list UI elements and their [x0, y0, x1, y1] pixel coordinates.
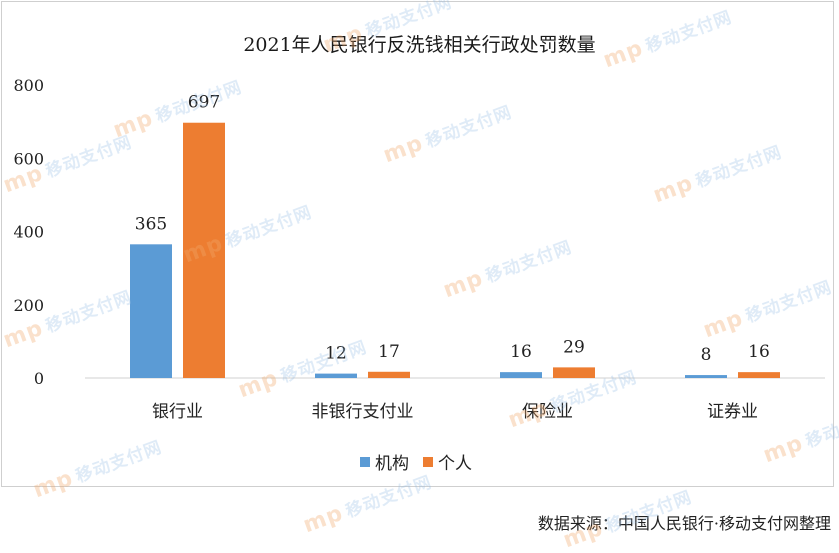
bar-institution — [685, 375, 727, 378]
data-label: 365 — [135, 214, 167, 234]
bar-institution — [315, 373, 357, 378]
data-label: 16 — [748, 342, 770, 362]
y-tick-label: 800 — [13, 76, 44, 95]
chart-title: 2021年人民银行反洗钱相关行政处罚数量 — [243, 34, 596, 56]
data-label: 697 — [188, 93, 220, 113]
legend-label-individual: 个人 — [438, 454, 472, 474]
legend: 机构 个人 — [360, 449, 472, 474]
bar-individual — [553, 367, 595, 378]
legend-item-institution: 机构 — [360, 449, 409, 474]
bar-individual — [738, 372, 780, 378]
bar-institution — [130, 244, 172, 378]
x-tick-label: 银行业 — [152, 402, 203, 422]
legend-item-individual: 个人 — [423, 449, 472, 474]
data-label: 29 — [563, 337, 585, 357]
y-tick-label: 400 — [13, 223, 44, 242]
bar-institution — [500, 372, 542, 378]
data-label: 12 — [325, 344, 347, 364]
y-tick-label: 0 — [34, 369, 44, 388]
bars-group — [130, 122, 780, 378]
y-tick-label: 200 — [13, 296, 44, 315]
source-note: 数据来源：中国人民银行·移动支付网整理 — [537, 514, 831, 533]
data-labels-group: 365 697 12 17 16 29 8 16 — [135, 93, 770, 365]
chart-frame — [1, 1, 834, 487]
legend-label-institution: 机构 — [375, 454, 409, 474]
x-axis: 银行业 非银行支付业 保险业 证券业 — [152, 402, 758, 422]
data-label: 8 — [701, 345, 712, 365]
bar-individual — [368, 371, 410, 378]
data-label: 17 — [378, 342, 400, 362]
data-label: 16 — [510, 342, 532, 362]
x-tick-label: 保险业 — [522, 402, 573, 422]
y-tick-label: 600 — [13, 149, 44, 168]
legend-swatch-institution — [360, 456, 370, 467]
x-tick-label: 证券业 — [707, 402, 758, 422]
bar-individual — [183, 122, 225, 378]
legend-swatch-individual — [423, 456, 433, 467]
y-axis: 0 200 400 600 800 — [13, 76, 44, 388]
x-tick-label: 非银行支付业 — [312, 402, 414, 422]
chart-plot: 0 200 400 600 800 365 697 12 17 16 29 8 16 银行业 非银行支付… — [13, 76, 825, 422]
